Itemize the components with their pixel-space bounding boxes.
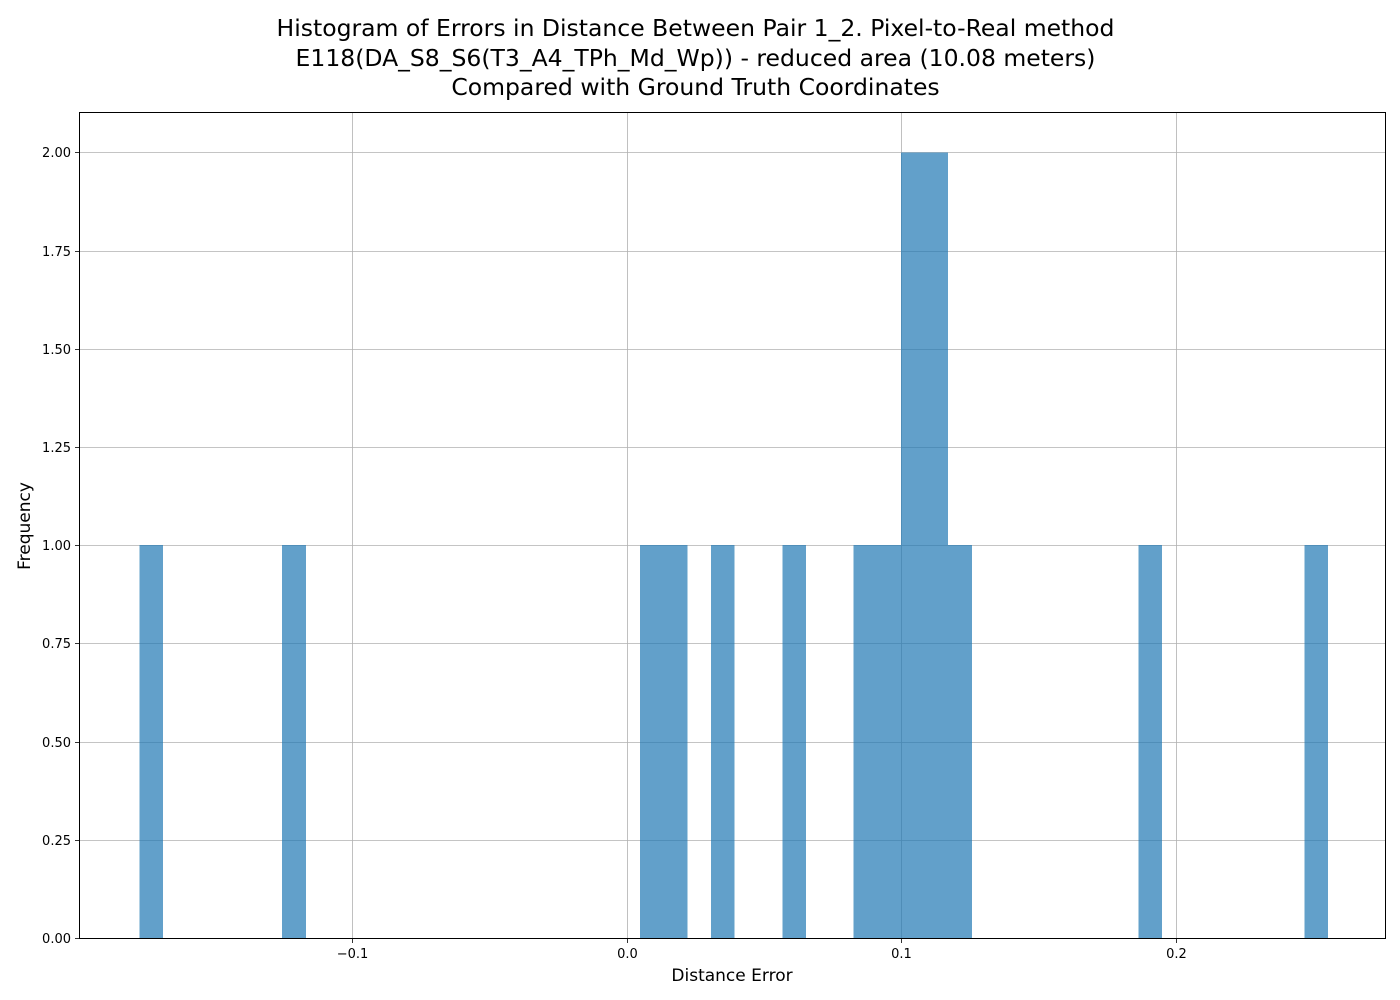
x-tick-label-0: −0.1: [337, 947, 369, 962]
y-tick-label-3: 0.75: [42, 637, 71, 652]
x-tick-label-2: 0.1: [891, 947, 912, 962]
histogram-bar-3: [663, 545, 688, 938]
x-tick-label-3: 0.2: [1166, 947, 1187, 962]
chart-title-line-1: Histogram of Errors in Distance Between …: [276, 14, 1115, 42]
histogram-bar-11: [1138, 545, 1162, 938]
y-tick-label-1: 0.25: [42, 834, 71, 849]
x-tick-label-1: 0.0: [617, 947, 638, 962]
histogram-bar-8: [900, 152, 925, 939]
x-axis-label: Distance Error: [671, 966, 792, 986]
histogram-bar-10: [948, 545, 972, 938]
histogram-bar-1: [282, 545, 306, 938]
histogram-bar-7: [877, 545, 901, 938]
histogram-bar-12: [1304, 545, 1329, 938]
plot-frame: [79, 112, 1386, 939]
y-axis-label: Frequency: [15, 482, 35, 570]
histogram-bar-4: [711, 545, 735, 938]
y-tick-label-6: 1.50: [42, 343, 71, 358]
y-tick-label-2: 0.50: [42, 736, 71, 751]
y-tick-label-5: 1.25: [42, 441, 71, 456]
histogram-bar-2: [640, 545, 664, 938]
y-tick-label-4: 1.00: [42, 539, 71, 554]
histogram-bar-9: [924, 152, 949, 939]
chart-title-line-3: Compared with Ground Truth Coordinates: [451, 73, 940, 101]
histogram-bar-0: [139, 545, 164, 938]
y-tick-label-0: 0.00: [42, 932, 71, 947]
axis-ticks: −0.1 0.0 0.1 0.2 0.00 0.25 0.50 0.75 1.00 1.25 1.5…: [42, 146, 1187, 962]
y-tick-label-7: 1.75: [42, 245, 71, 260]
histogram-bar-5: [782, 545, 807, 938]
y-tick-label-8: 2.00: [42, 146, 71, 161]
histogram-bars: [139, 152, 1329, 939]
chart-title: Histogram of Errors in Distance Between …: [0, 14, 1391, 103]
chart-title-line-2: E118(DA_S8_S6(T3_A4_TPh_Md_Wp)) - reduce…: [295, 43, 1096, 72]
histogram-bar-6: [853, 545, 878, 938]
